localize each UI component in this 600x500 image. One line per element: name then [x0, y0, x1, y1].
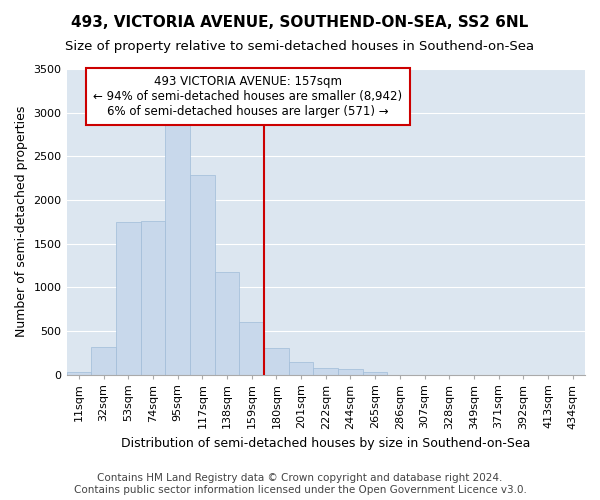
Bar	[239, 322, 264, 374]
Text: Size of property relative to semi-detached houses in Southend-on-Sea: Size of property relative to semi-detach…	[65, 40, 535, 53]
Bar	[264, 348, 289, 374]
Bar	[116, 222, 140, 374]
Bar	[165, 120, 190, 374]
Bar	[338, 370, 363, 374]
Bar	[313, 368, 338, 374]
Bar	[289, 362, 313, 374]
X-axis label: Distribution of semi-detached houses by size in Southend-on-Sea: Distribution of semi-detached houses by …	[121, 437, 530, 450]
Text: 493 VICTORIA AVENUE: 157sqm
← 94% of semi-detached houses are smaller (8,942)
6%: 493 VICTORIA AVENUE: 157sqm ← 94% of sem…	[94, 75, 403, 118]
Text: 493, VICTORIA AVENUE, SOUTHEND-ON-SEA, SS2 6NL: 493, VICTORIA AVENUE, SOUTHEND-ON-SEA, S…	[71, 15, 529, 30]
Bar	[215, 272, 239, 374]
Bar	[363, 372, 388, 374]
Bar	[140, 221, 165, 374]
Bar	[67, 372, 91, 374]
Text: Contains HM Land Registry data © Crown copyright and database right 2024.
Contai: Contains HM Land Registry data © Crown c…	[74, 474, 526, 495]
Y-axis label: Number of semi-detached properties: Number of semi-detached properties	[15, 106, 28, 338]
Bar	[91, 346, 116, 374]
Bar	[190, 176, 215, 374]
